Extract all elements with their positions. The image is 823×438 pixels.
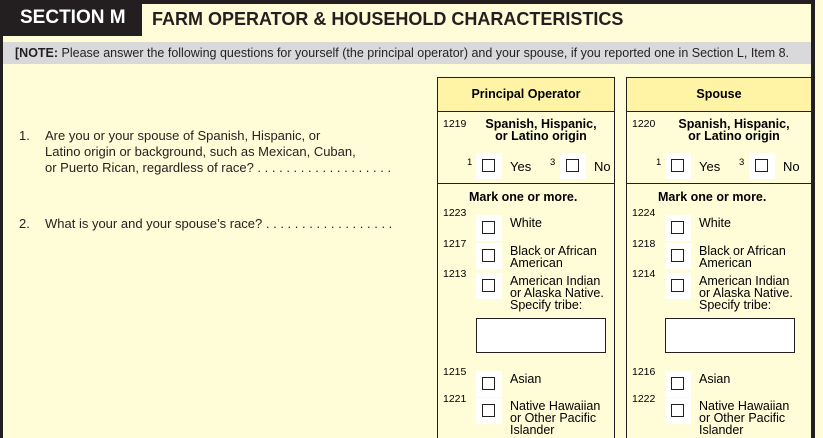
label-line: American [510,256,563,270]
race-code: 1222 [632,393,656,405]
column-header: Principal Operator [438,78,614,112]
race-label: Black or African American [510,244,597,270]
race-code: 1214 [632,268,656,280]
note-bar: [NOTE: Please answer the following quest… [3,42,811,64]
item-code: 1220 [632,118,656,130]
race-checkbox[interactable] [476,215,502,241]
question-line: Latino origin or background, such as Mex… [45,144,356,159]
yes-label: Yes [510,159,532,174]
left-border [0,0,3,438]
label-line: or Other Pacific [510,411,597,425]
yes-label: Yes [699,159,721,174]
origin-label: Spanish, Hispanic, or Latino origin [661,117,807,143]
yes-checkbox[interactable] [476,153,502,179]
race-code: 1224 [632,207,656,219]
no-checkbox[interactable] [560,153,586,179]
race-checkbox[interactable] [665,215,691,241]
specify-tribe-input[interactable] [665,318,795,353]
section-label: SECTION M [0,0,142,36]
race-code: 1223 [443,207,467,219]
label-line: Black or African [699,244,786,258]
label-line: or Other Pacific [699,411,786,425]
race-checkbox[interactable] [476,273,502,299]
label-line: Spanish, Hispanic, [678,117,790,131]
question-line: Are you or your spouse of Spanish, Hispa… [45,128,321,143]
label-line: White [510,216,542,230]
label-line: Black or African [510,244,597,258]
origin-label: Spanish, Hispanic, or Latino origin [472,117,610,143]
note-text: Please answer the following questions fo… [58,46,790,60]
no-label: No [594,159,611,174]
label-line: Spanish, Hispanic, [485,117,597,131]
question-2-text: What is your and your spouse’s race? . .… [45,216,393,231]
label-line: Islander [699,423,744,437]
origin-cell: 1219 Spanish, Hispanic, or Latino origin … [438,111,614,184]
label-line: American Indian [510,274,601,288]
race-code: 1215 [443,366,467,378]
section-title: FARM OPERATOR & HOUSEHOLD CHARACTERISTIC… [152,9,624,29]
race-label: Native Hawaiian or Other Pacific Islander [699,399,790,437]
label-line: Native Hawaiian [510,399,601,413]
race-label: Asian [699,372,731,386]
race-label: White [510,216,542,230]
column-header: Spouse [627,78,811,112]
label-line: Asian [699,372,731,386]
label-line: Islander [510,423,555,437]
no-checkbox[interactable] [749,153,775,179]
race-checkbox[interactable] [665,243,691,269]
yes-code: 1 [467,157,473,168]
label-line: or Latino origin [495,129,587,143]
label-line: Specify tribe: [510,298,583,312]
label-line: Native Hawaiian [699,399,790,413]
race-label: Black or African American [699,244,786,270]
top-border [0,0,815,4]
question-line: or Puerto Rican, regardless of race? . .… [45,160,392,175]
item-code: 1219 [443,118,467,130]
note-prefix: [NOTE: [15,46,59,60]
race-label: White [699,216,731,230]
no-code: 3 [739,157,745,168]
question-1-number: 1. [19,128,30,143]
label-line: American Indian [699,274,790,288]
race-code: 1213 [443,268,467,280]
race-checkbox[interactable] [665,273,691,299]
label-line: White [699,216,731,230]
no-label: No [783,159,800,174]
label-line: Specify tribe: [699,298,772,312]
race-code: 1217 [443,238,467,250]
label-line: or Latino origin [688,129,780,143]
label-line: or Alaska Native. [699,286,793,300]
mark-instruction: Mark one or more. [469,190,578,204]
right-border [811,0,815,438]
race-label: American Indian or Alaska Native. Specify … [510,274,604,312]
spouse-column: Spouse 1220 Spanish, Hispanic, or Latino … [626,77,812,438]
principal-operator-column: Principal Operator 1219 Spanish, Hispani… [437,77,615,438]
race-code: 1221 [443,393,467,405]
label-line: or Alaska Native. [510,286,604,300]
race-checkbox[interactable] [476,371,502,397]
specify-tribe-input[interactable] [476,318,606,353]
mark-instruction: Mark one or more. [658,190,767,204]
race-checkbox[interactable] [476,398,502,424]
race-code: 1218 [632,238,656,250]
label-line: American [699,256,752,270]
race-label: Native Hawaiian or Other Pacific Islander [510,399,601,437]
yes-code: 1 [656,157,662,168]
race-checkbox[interactable] [665,398,691,424]
race-label: Asian [510,372,542,386]
race-code: 1216 [632,366,656,378]
yes-checkbox[interactable] [665,153,691,179]
no-code: 3 [550,157,556,168]
question-2-number: 2. [19,216,30,231]
race-checkbox[interactable] [665,371,691,397]
label-line: Asian [510,372,542,386]
race-checkbox[interactable] [476,243,502,269]
race-label: American Indian or Alaska Native. Specify … [699,274,793,312]
origin-cell: 1220 Spanish, Hispanic, or Latino origin … [627,111,811,184]
question-1-text: Are you or your spouse of Spanish, Hispa… [45,128,391,176]
